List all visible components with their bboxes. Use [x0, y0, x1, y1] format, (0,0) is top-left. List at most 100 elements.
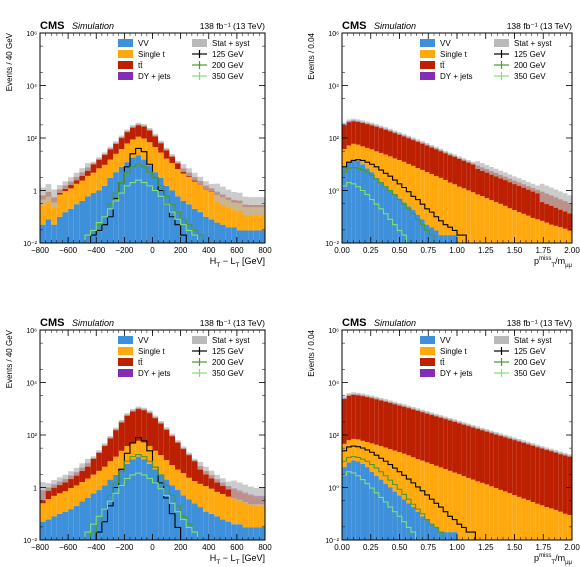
bar-vv [392, 194, 398, 243]
bar-vv [231, 227, 237, 243]
bar-vv [130, 157, 136, 243]
uncertainty-box [208, 183, 215, 192]
uncertainty-box [411, 137, 416, 141]
bar-ttbar [411, 139, 416, 166]
bar-vv [68, 509, 74, 540]
bar-single-t [411, 165, 416, 211]
bar-single-t [259, 504, 265, 528]
x-tick-label: 2.00 [564, 246, 580, 255]
bar-ttbar [342, 398, 347, 444]
bar-single-t [424, 172, 430, 225]
bar-ttbar [452, 420, 457, 473]
bar-single-t [186, 477, 192, 500]
uncertainty-box [369, 122, 375, 126]
bar-ttbar [101, 154, 108, 165]
bar-single-t [214, 195, 220, 223]
bar-single-t [158, 455, 164, 475]
uncertainty-box [392, 401, 398, 405]
bar-vv [214, 516, 220, 540]
bar-ttbar [85, 463, 91, 479]
bar-ttbar [388, 130, 393, 157]
bar-vv [225, 227, 232, 243]
uncertainty-box [141, 407, 147, 411]
bar-vv [231, 524, 237, 540]
uncertainty-box [489, 166, 494, 175]
bar-single-t [470, 479, 476, 540]
bar-single-t [535, 219, 540, 243]
y-tick-label: 10⁴ [26, 84, 37, 91]
uncertainty-box [214, 474, 220, 483]
bar-vv [96, 190, 102, 243]
bar-single-t [85, 175, 91, 197]
bar-vv [420, 516, 425, 540]
bar-vv [85, 497, 91, 540]
legend-label: Single t [138, 50, 165, 59]
bar-single-t [208, 191, 215, 220]
bar-vv [130, 459, 136, 540]
simulation-label: Simulation [374, 21, 416, 31]
bar-single-t [480, 196, 485, 243]
bar-vv [253, 527, 260, 540]
y-tick-label: 10⁴ [328, 84, 339, 91]
bar-ttbar [378, 127, 384, 153]
bar-vv [248, 230, 254, 243]
bar-ttbar [96, 452, 102, 471]
bar-single-t [558, 227, 563, 243]
x-tick-label: 200 [174, 543, 188, 552]
bar-ttbar [346, 395, 352, 441]
uncertainty-box [220, 478, 226, 487]
legend-swatch-dy-jets [420, 72, 435, 80]
legend-swatch-stat-syst [494, 336, 509, 344]
signal-line-125-gev [342, 159, 572, 243]
stacked-bars [342, 393, 572, 540]
uncertainty-box [457, 420, 462, 424]
uncertainty-box [480, 427, 485, 431]
uncertainty-box [549, 448, 554, 452]
uncertainty-box [475, 161, 480, 170]
bar-single-t [141, 138, 147, 160]
uncertainty-box [507, 174, 513, 183]
legend-label: Single t [440, 347, 467, 356]
uncertainty-box [443, 150, 448, 154]
uncertainty-box [342, 396, 347, 400]
bar-single-t [489, 200, 494, 243]
y-tick-label: 10⁻² [325, 241, 339, 248]
uncertainty-box [248, 197, 254, 216]
bar-single-t [346, 440, 352, 463]
bar-ttbar [355, 394, 361, 440]
bar-ttbar [378, 399, 384, 447]
x-tick-label: −600 [59, 543, 78, 552]
bar-ttbar [113, 429, 119, 457]
uncertainty-box [51, 480, 57, 488]
bar-vv [447, 532, 453, 540]
uncertainty-box [493, 168, 499, 177]
uncertainty-box [521, 180, 526, 188]
uncertainty-box [169, 433, 175, 437]
bar-ttbar [374, 398, 379, 445]
uncertainty-box [90, 456, 97, 459]
bar-ttbar [493, 433, 499, 488]
bar-single-t [107, 461, 114, 480]
bar-single-t [146, 142, 153, 166]
bar-single-t [558, 511, 563, 540]
x-tick-label: 0 [150, 543, 155, 552]
bar-single-t [175, 469, 181, 491]
x-tick-label: 0.75 [420, 543, 436, 552]
bar-single-t [360, 440, 365, 464]
bar-ttbar [392, 132, 398, 159]
bar-vv [56, 513, 63, 540]
uncertainty-box [567, 454, 572, 457]
uncertainty-box [203, 466, 209, 475]
bar-vv [388, 487, 393, 540]
bar-single-t [452, 184, 457, 236]
y-axis: 10⁻² 1 10² 10⁴ 10⁶ [23, 31, 265, 248]
bar-single-t [175, 168, 181, 197]
uncertainty-box [68, 177, 74, 186]
uncertainty-box [484, 164, 490, 173]
bar-ttbar [197, 466, 204, 484]
bar-ttbar [567, 203, 572, 231]
uncertainty-box [253, 487, 260, 507]
uncertainty-box [242, 196, 249, 216]
uncertainty-box [118, 419, 125, 423]
bar-single-t [124, 446, 130, 464]
